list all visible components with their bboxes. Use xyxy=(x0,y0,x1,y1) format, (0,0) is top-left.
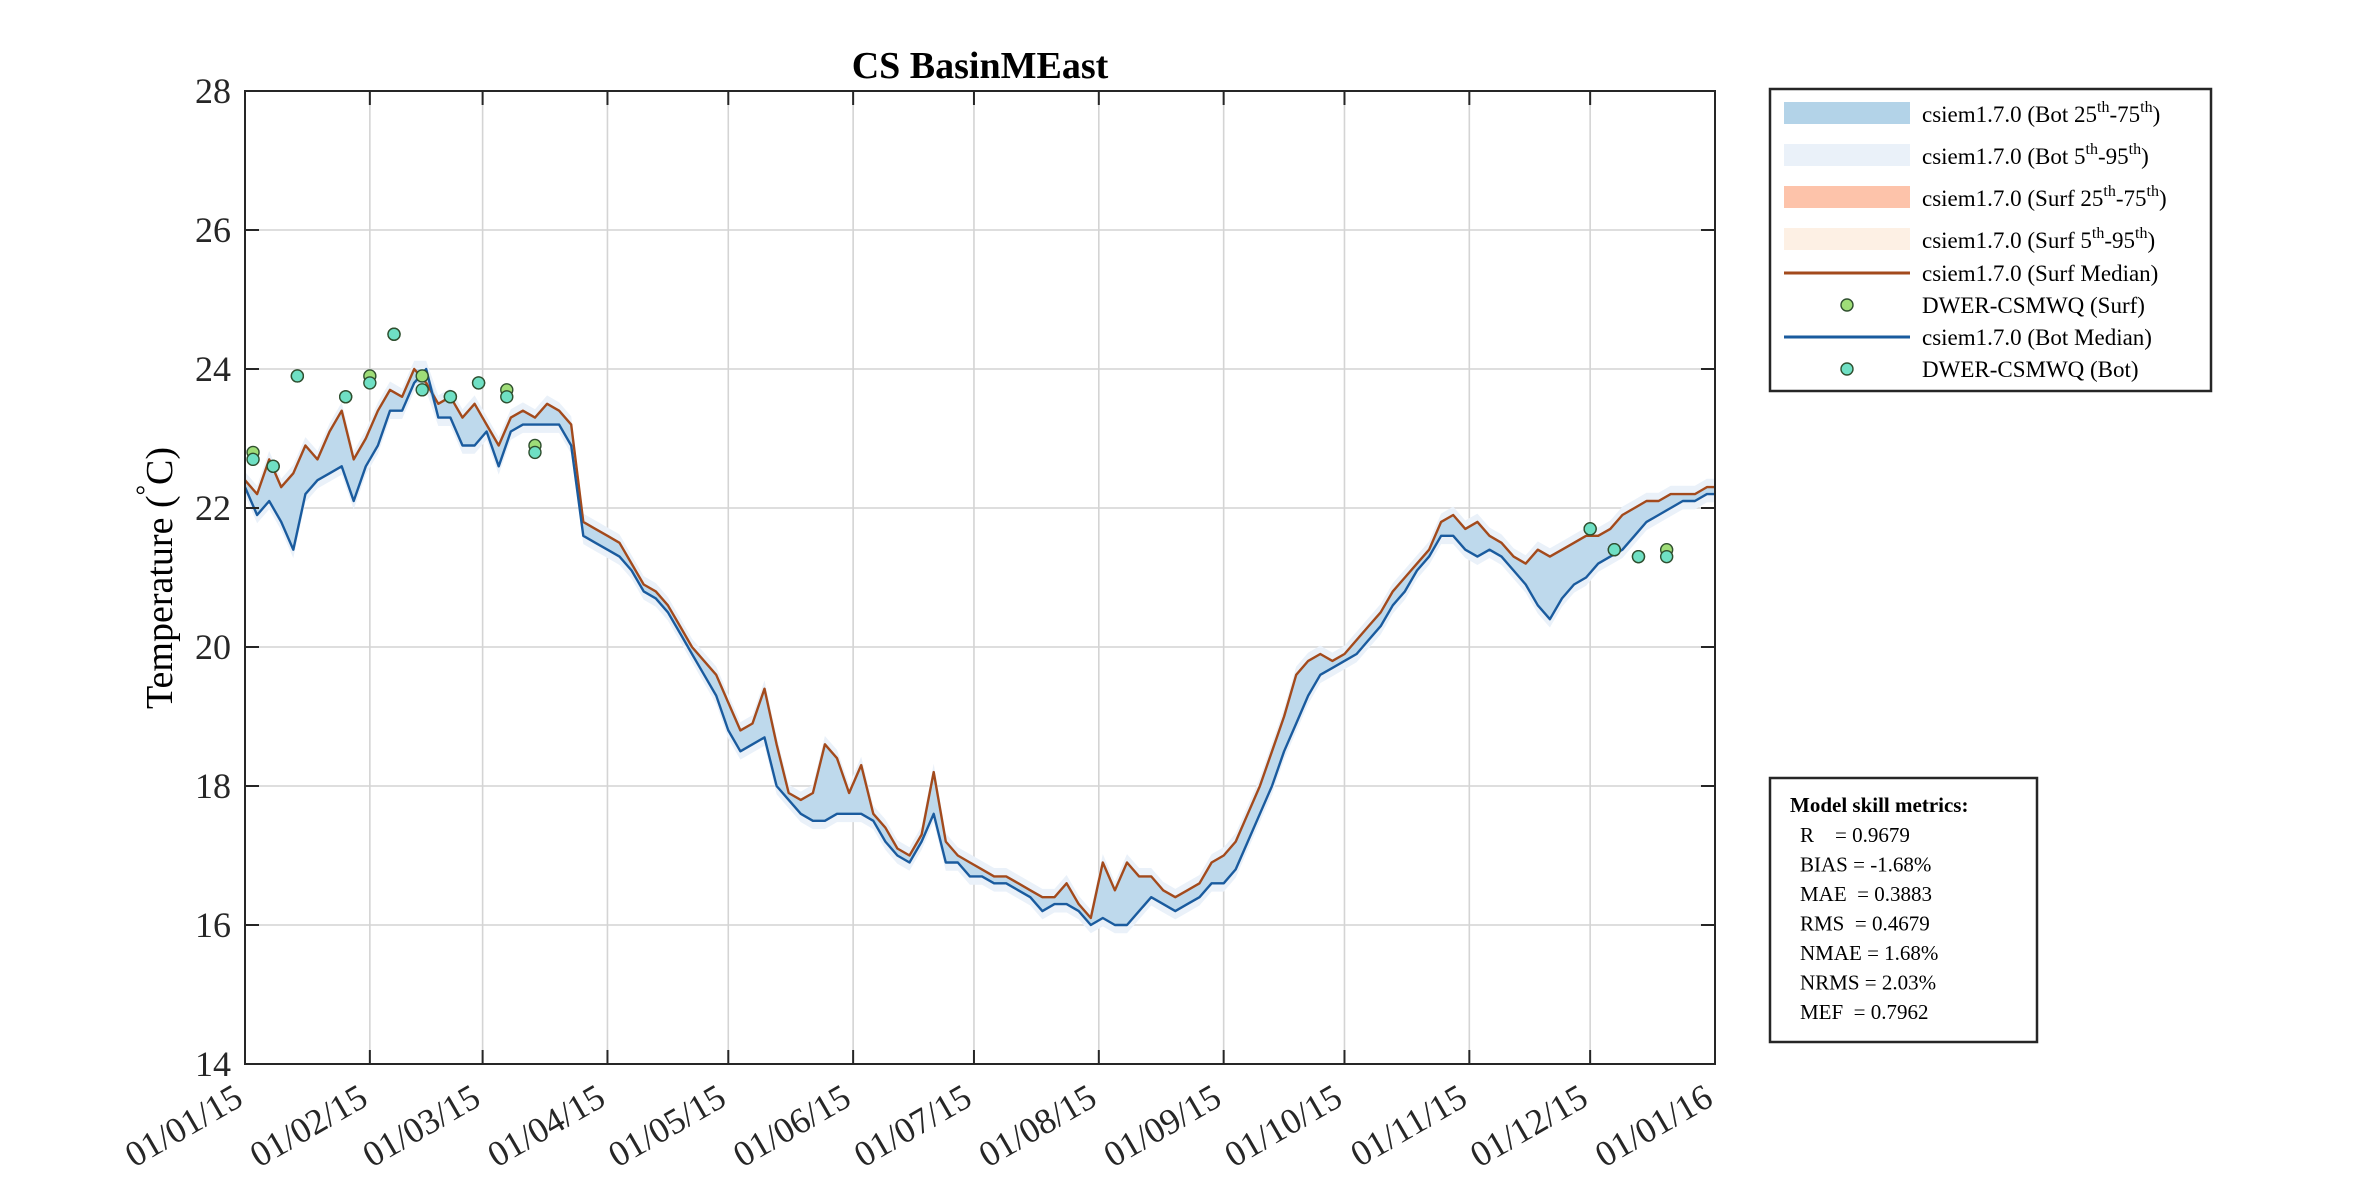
bot-observation-point xyxy=(443,390,458,404)
x-tick-label: 01/07/15 xyxy=(847,1076,978,1175)
legend-entry-label: csiem1.7.0 (Bot 25th-75th) xyxy=(1922,99,2160,127)
percentile-bands xyxy=(245,360,1715,934)
bot-observation-point xyxy=(1583,522,1597,536)
y-tick-label: 16 xyxy=(195,905,231,945)
legend-swatch xyxy=(1784,144,1910,166)
bot-observation-point xyxy=(1659,549,1674,564)
legend-marker-swatch xyxy=(1840,298,1854,312)
bot-observation-point xyxy=(246,452,260,467)
x-tick-label: 01/11/15 xyxy=(1344,1076,1474,1174)
plot-area xyxy=(244,90,1716,1065)
x-tick-label: 01/08/15 xyxy=(972,1076,1103,1175)
legend-entry-label: csiem1.7.0 (Surf 5th-95th) xyxy=(1922,225,2155,253)
metrics-line: NMAE = 1.68% xyxy=(1800,941,1938,965)
metrics-box: Model skill metrics: R = 0.9679 BIAS = -1.… xyxy=(1768,776,2039,1044)
metrics-frame xyxy=(1768,776,2039,1044)
bot-observation-point xyxy=(290,369,305,383)
legend-entry-label: csiem1.7.0 (Bot 5th-95th) xyxy=(1922,141,2149,169)
y-tick-label: 14 xyxy=(195,1044,231,1084)
metrics-line: BIAS = -1.68% xyxy=(1800,853,1931,877)
legend-marker-swatch xyxy=(1840,362,1854,376)
bot-observation-point xyxy=(387,327,401,341)
y-tick-label: 18 xyxy=(195,766,231,806)
y-axis-label-unit: C) xyxy=(139,447,181,485)
bot-observation-point xyxy=(500,390,514,404)
x-tick-label: 01/01/16 xyxy=(1588,1076,1719,1175)
legend: csiem1.7.0 (Bot 25th-75th) csiem1.7.0 (Bo… xyxy=(1768,87,2213,393)
axis-ticks: 14 16 18 20 22 24 26 28 01/01/1501/02/1501/03/15… xyxy=(118,71,1719,1175)
metrics-line: MAE = 0.3883 xyxy=(1800,882,1932,906)
bot-5-95-band xyxy=(245,360,1715,934)
bot-observation-point xyxy=(1631,549,1646,564)
x-tick-label: 01/02/15 xyxy=(243,1076,374,1175)
y-tick-label: 28 xyxy=(195,71,231,111)
bot-observation-point xyxy=(415,383,429,397)
bot-observation-point xyxy=(363,376,377,390)
surf-observation-point xyxy=(415,369,429,383)
bot-observation-point xyxy=(266,459,280,473)
x-tick-label: 01/03/15 xyxy=(356,1076,487,1175)
grid-lines xyxy=(244,90,1716,1065)
legend-swatch xyxy=(1784,186,1910,208)
median-lines xyxy=(243,367,1715,927)
metrics-line: NRMS = 2.03% xyxy=(1800,971,1936,995)
metrics-title: Model skill metrics: xyxy=(1790,793,1968,817)
legend-entry-label: csiem1.7.0 (Bot Median) xyxy=(1922,325,2152,350)
y-tick-label: 22 xyxy=(195,488,231,528)
bot-observation-point xyxy=(528,445,542,460)
x-tick-label: 01/09/15 xyxy=(1097,1076,1228,1175)
y-axis-label-degree: ° xyxy=(131,485,160,495)
x-tick-label: 01/05/15 xyxy=(601,1076,732,1175)
bot-observation-point xyxy=(338,390,353,404)
legend-entry-label: csiem1.7.0 (Surf 25th-75th) xyxy=(1922,183,2167,211)
x-tick-label: 01/01/15 xyxy=(118,1076,249,1175)
x-tick-label: 01/12/15 xyxy=(1463,1076,1594,1175)
legend-swatch xyxy=(1784,228,1910,250)
x-tick-label: 01/04/15 xyxy=(481,1076,612,1175)
x-tick-label: 01/06/15 xyxy=(726,1076,857,1175)
chart-title: CS BasinMEast xyxy=(852,45,1109,87)
metrics-line: RMS = 0.4679 xyxy=(1800,912,1930,936)
legend-swatch xyxy=(1784,102,1910,124)
metrics-line: R = 0.9679 xyxy=(1800,823,1910,847)
legend-entry-label: DWER-CSMWQ (Bot) xyxy=(1922,357,2139,382)
observation-markers xyxy=(246,327,1674,564)
x-tick-label: 01/10/15 xyxy=(1218,1076,1349,1175)
surf-median-line xyxy=(244,367,1715,920)
y-tick-label: 24 xyxy=(195,349,231,389)
y-axis-label-text: Temperature ( xyxy=(139,495,181,709)
bot-observation-point xyxy=(471,376,486,390)
legend-entry-label: csiem1.7.0 (Surf Median) xyxy=(1922,261,2158,286)
bot-observation-point xyxy=(1607,543,1622,557)
y-tick-label: 20 xyxy=(195,627,231,667)
bot-median-line xyxy=(243,367,1715,927)
y-axis-label: Temperature (°C) xyxy=(131,447,181,709)
metrics-line: MEF = 0.7962 xyxy=(1800,1000,1929,1024)
y-tick-label: 26 xyxy=(195,210,231,250)
legend-entry-label: DWER-CSMWQ (Surf) xyxy=(1922,293,2145,318)
